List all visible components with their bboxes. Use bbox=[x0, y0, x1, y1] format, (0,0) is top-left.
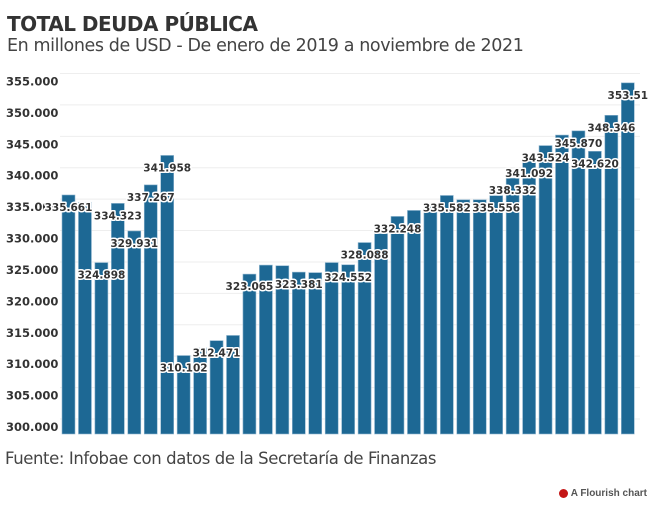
bar[interactable] bbox=[160, 155, 174, 435]
data-label: 345.870 bbox=[555, 138, 603, 150]
bar[interactable] bbox=[505, 177, 520, 435]
bar[interactable] bbox=[538, 145, 553, 435]
bar[interactable] bbox=[259, 264, 273, 435]
bar[interactable] bbox=[555, 134, 569, 435]
data-label: 334.323 bbox=[94, 210, 142, 222]
data-label: 348.346 bbox=[587, 122, 635, 134]
data-label: 329.931 bbox=[110, 238, 158, 250]
y-tick-label: 320.000 bbox=[6, 294, 58, 308]
y-tick-label: 300.000 bbox=[6, 420, 58, 434]
bar[interactable] bbox=[357, 242, 372, 435]
bar[interactable] bbox=[226, 335, 240, 435]
bar[interactable] bbox=[341, 264, 355, 435]
y-tick-label: 305.000 bbox=[6, 389, 58, 403]
bar[interactable] bbox=[143, 184, 158, 435]
bar[interactable] bbox=[620, 82, 635, 435]
bar[interactable] bbox=[489, 195, 504, 435]
bar[interactable] bbox=[604, 114, 619, 435]
bar[interactable] bbox=[308, 272, 323, 435]
data-label: 323.065 bbox=[226, 281, 274, 293]
data-label: 312.471 bbox=[193, 348, 241, 360]
bar[interactable] bbox=[423, 205, 438, 435]
data-label: 338.332 bbox=[489, 185, 537, 197]
bar[interactable] bbox=[374, 233, 388, 435]
bar[interactable] bbox=[275, 265, 290, 435]
flourish-logo-icon bbox=[558, 489, 568, 498]
data-label: 353.51 bbox=[608, 90, 649, 102]
data-label: 341.092 bbox=[505, 168, 553, 180]
source-note: Fuente: Infobae con datos de la Secretar… bbox=[5, 449, 437, 468]
bar[interactable] bbox=[61, 194, 76, 435]
chart-subtitle: En millones de USD - De enero de 2019 a … bbox=[7, 36, 524, 56]
bar[interactable] bbox=[390, 216, 405, 435]
bar[interactable] bbox=[94, 262, 109, 435]
data-label: 342.620 bbox=[571, 158, 619, 170]
data-label: 328.088 bbox=[341, 250, 389, 262]
data-label: 310.102 bbox=[160, 363, 208, 375]
flourish-credit[interactable]: A Flourish chart bbox=[558, 488, 647, 499]
bar[interactable] bbox=[522, 160, 536, 435]
bar[interactable] bbox=[176, 355, 191, 435]
data-label: 323.381 bbox=[275, 279, 323, 291]
bar[interactable] bbox=[407, 210, 421, 435]
y-tick-label: 335.000 bbox=[6, 200, 58, 214]
data-label: 324.552 bbox=[324, 272, 372, 284]
bar[interactable] bbox=[209, 340, 224, 435]
bar[interactable] bbox=[324, 262, 339, 435]
bar[interactable] bbox=[242, 273, 257, 435]
bar[interactable] bbox=[193, 347, 207, 435]
data-label: 335.582 bbox=[423, 202, 471, 214]
bar[interactable] bbox=[588, 150, 602, 435]
bars bbox=[61, 82, 635, 435]
data-label: 343.524 bbox=[522, 153, 570, 165]
bar[interactable] bbox=[571, 130, 586, 435]
data-label: 335.661 bbox=[45, 202, 93, 214]
data-label: 341.958 bbox=[143, 162, 191, 174]
flourish-credit-label: A Flourish chart bbox=[570, 488, 647, 499]
y-axis: 300.000 305.000 310.000 315.000 320.000 325.0… bbox=[6, 75, 58, 435]
y-tick-label: 355.000 bbox=[6, 75, 58, 89]
bar[interactable] bbox=[78, 201, 92, 435]
y-tick-label: 330.000 bbox=[6, 232, 58, 246]
data-label: 337.267 bbox=[127, 192, 175, 204]
bar-chart: 300.000 305.000 310.000 315.000 320.000 325.0… bbox=[6, 73, 650, 435]
bar[interactable] bbox=[291, 271, 306, 435]
bar[interactable] bbox=[127, 230, 142, 435]
bar[interactable] bbox=[111, 203, 125, 435]
bar[interactable] bbox=[440, 195, 454, 435]
y-tick-label: 315.000 bbox=[6, 326, 58, 340]
bar[interactable] bbox=[472, 199, 487, 435]
y-tick-label: 345.000 bbox=[6, 137, 58, 151]
data-label: 335.556 bbox=[472, 203, 520, 215]
data-labels: 335.661 324.898 334.323 329.931 337.267 341.9… bbox=[43, 88, 649, 376]
y-tick-label: 350.000 bbox=[6, 106, 58, 120]
data-label: 324.898 bbox=[77, 270, 125, 282]
chart-title: TOTAL DEUDA PÚBLICA bbox=[7, 12, 258, 36]
y-tick-label: 325.000 bbox=[6, 263, 58, 277]
bar[interactable] bbox=[456, 199, 471, 435]
data-label: 332.248 bbox=[374, 223, 422, 235]
y-tick-label: 310.000 bbox=[6, 357, 58, 371]
y-tick-label: 340.000 bbox=[6, 169, 58, 183]
